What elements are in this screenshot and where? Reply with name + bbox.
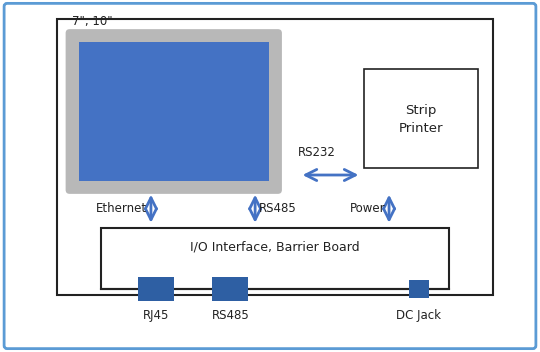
FancyBboxPatch shape xyxy=(4,4,536,348)
Bar xyxy=(138,277,174,301)
Text: Power: Power xyxy=(349,202,385,215)
Bar xyxy=(212,277,248,301)
Bar xyxy=(364,69,478,168)
Text: Strip: Strip xyxy=(406,104,437,117)
Text: DC Jack: DC Jack xyxy=(396,309,441,322)
Bar xyxy=(78,42,269,181)
Text: I/O Interface, Barrier Board: I/O Interface, Barrier Board xyxy=(190,241,360,254)
Text: 7", 10": 7", 10" xyxy=(72,15,112,28)
Text: Ethernet: Ethernet xyxy=(96,202,147,215)
Text: RS232: RS232 xyxy=(298,146,336,159)
Text: RS485: RS485 xyxy=(212,309,249,322)
Bar xyxy=(409,280,429,298)
FancyBboxPatch shape xyxy=(66,29,282,194)
Text: Printer: Printer xyxy=(399,122,443,135)
Text: RS485: RS485 xyxy=(259,202,297,215)
Text: RJ45: RJ45 xyxy=(143,309,169,322)
Bar xyxy=(57,19,493,295)
Bar xyxy=(102,228,449,289)
